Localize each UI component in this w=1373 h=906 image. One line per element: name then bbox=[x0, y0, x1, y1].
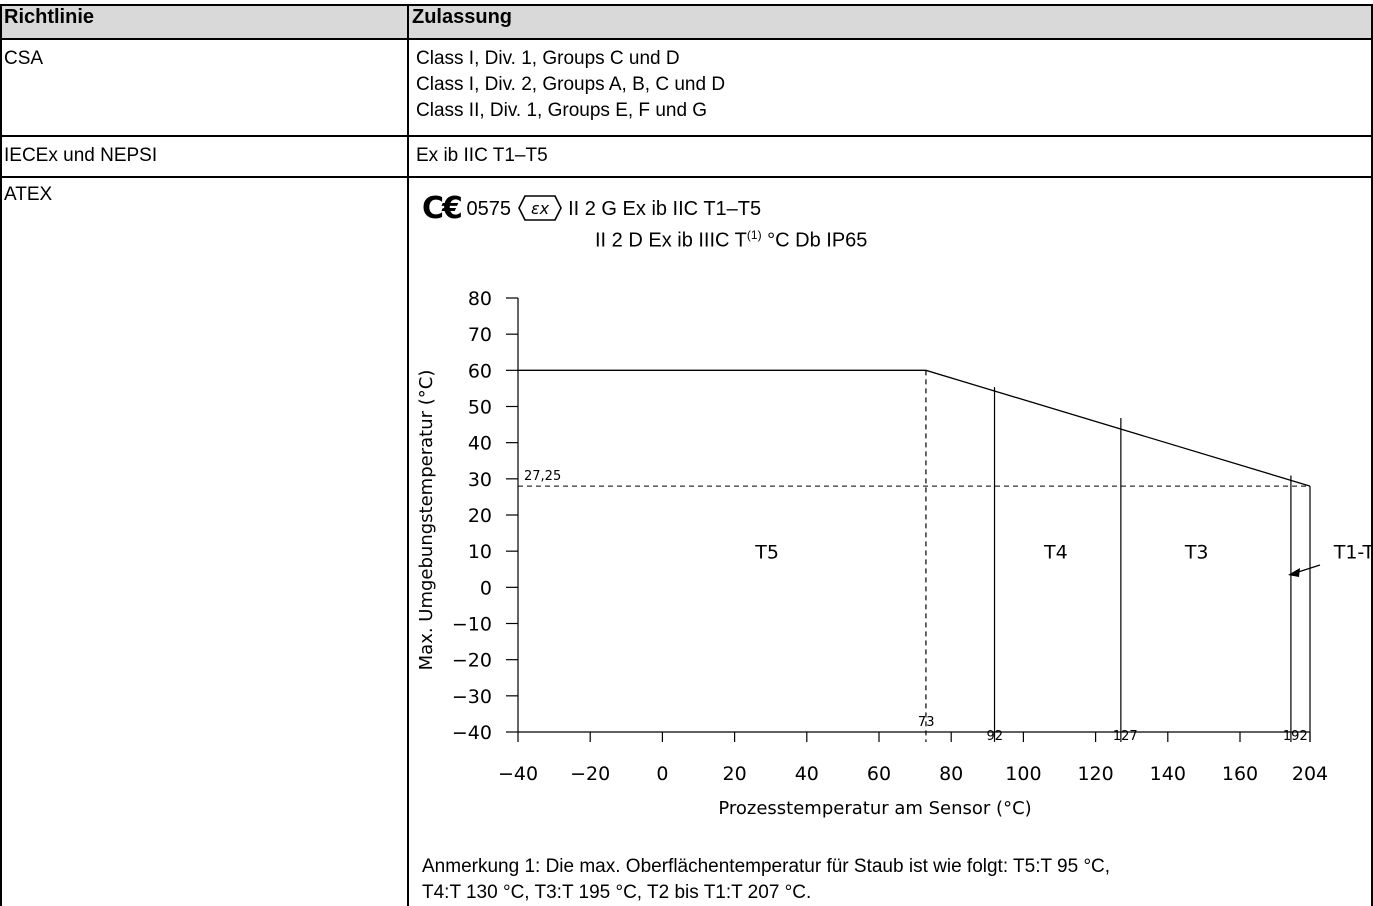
boundary-label: 73 bbox=[918, 715, 935, 730]
atex-line-2: II 2 D Ex ib IIIC T(1) °C Db IP65 bbox=[422, 222, 867, 254]
y-tick-label: 40 bbox=[468, 433, 492, 455]
x-tick-label: 60 bbox=[867, 763, 891, 785]
zone-label: T1-T2 bbox=[1333, 541, 1373, 563]
ex-hexagon-icon: εx bbox=[517, 195, 562, 221]
approval-line: Class I, Div. 2, Groups A, B, C und D bbox=[416, 74, 726, 95]
y-axis-label: Max. Umgebungstemperatur (°C) bbox=[416, 370, 437, 671]
footnote-line: Anmerkung 1: Die max. Oberflächentempera… bbox=[422, 856, 1111, 877]
boundary-label: 127 bbox=[1113, 729, 1138, 744]
cert-number: 0575 bbox=[466, 198, 511, 220]
approval-line: Class II, Div. 1, Groups E, F und G bbox=[416, 100, 708, 121]
zone-label: T5 bbox=[754, 541, 779, 563]
footnote-line: T4:T 130 °C, T3:T 195 °C, T2 bis T1:T 20… bbox=[422, 882, 812, 903]
y-tick-label: −20 bbox=[452, 650, 492, 672]
footnote: Anmerkung 1: Die max. Oberflächentempera… bbox=[422, 854, 1110, 906]
limit-curve bbox=[518, 369, 1311, 487]
x-tick-label: −40 bbox=[498, 763, 538, 785]
reference-label: 27,25 bbox=[524, 469, 561, 484]
ce-mark-icon: C€ bbox=[422, 191, 463, 226]
y-tick-label: −30 bbox=[452, 686, 492, 708]
y-tick-label: 10 bbox=[468, 541, 492, 563]
x-tick-label: 40 bbox=[795, 763, 819, 785]
x-tick-label: 80 bbox=[939, 763, 963, 785]
atex-line-1: II 2 G Ex ib IIC T1–T5 bbox=[568, 198, 762, 220]
y-tick-label: 50 bbox=[468, 397, 492, 419]
table-row-directive: IECEx und NEPSI bbox=[4, 145, 158, 166]
y-tick-label: 30 bbox=[468, 469, 492, 491]
x-axis-label: Prozesstemperatur am Sensor (°C) bbox=[718, 798, 1031, 819]
x-tick-label: 20 bbox=[723, 763, 747, 785]
footnote-ref: (1) bbox=[746, 228, 762, 242]
boundary-label: 92 bbox=[987, 729, 1004, 744]
table-row-approvals: Class I, Div. 1, Groups C und D Class I,… bbox=[416, 46, 725, 124]
y-tick-label: −40 bbox=[452, 722, 492, 744]
approval-line: Ex ib IIC T1–T5 bbox=[416, 145, 548, 166]
arrow-head-icon bbox=[1288, 568, 1300, 577]
y-tick-label: 20 bbox=[468, 505, 492, 527]
y-tick-label: 80 bbox=[468, 288, 492, 310]
header-directive: Richtlinie bbox=[4, 6, 95, 28]
atex-marking: C€ 0575 εx II 2 G Ex ib IIC T1–T5 II 2 D… bbox=[422, 194, 867, 254]
atex-line-2-pre: II 2 D Ex ib IIIC T bbox=[595, 229, 747, 252]
y-tick-label: 70 bbox=[468, 324, 492, 346]
x-tick-label: 100 bbox=[1005, 763, 1041, 785]
x-tick-label: 120 bbox=[1077, 763, 1113, 785]
x-tick-label: 0 bbox=[656, 763, 668, 785]
y-tick-label: 0 bbox=[480, 577, 492, 599]
y-tick-label: 60 bbox=[468, 360, 492, 382]
x-tick-label: 204 bbox=[1292, 763, 1328, 785]
x-tick-label: −20 bbox=[570, 763, 610, 785]
zone-label: T3 bbox=[1184, 541, 1209, 563]
y-tick-label: −10 bbox=[452, 614, 492, 636]
table-row-directive: ATEX bbox=[4, 184, 53, 205]
approval-line: Class I, Div. 1, Groups C und D bbox=[416, 48, 680, 69]
boundary-label: 192 bbox=[1283, 729, 1308, 744]
x-tick-label: 160 bbox=[1222, 763, 1258, 785]
x-tick-label: 140 bbox=[1150, 763, 1186, 785]
header-approval: Zulassung bbox=[412, 6, 513, 28]
table-row-directive: CSA bbox=[4, 48, 44, 69]
atex-line-2-post: °C Db IP65 bbox=[761, 229, 868, 252]
zone-label: T4 bbox=[1043, 541, 1068, 563]
table-header bbox=[0, 4, 1373, 38]
svg-text:εx: εx bbox=[530, 199, 549, 218]
